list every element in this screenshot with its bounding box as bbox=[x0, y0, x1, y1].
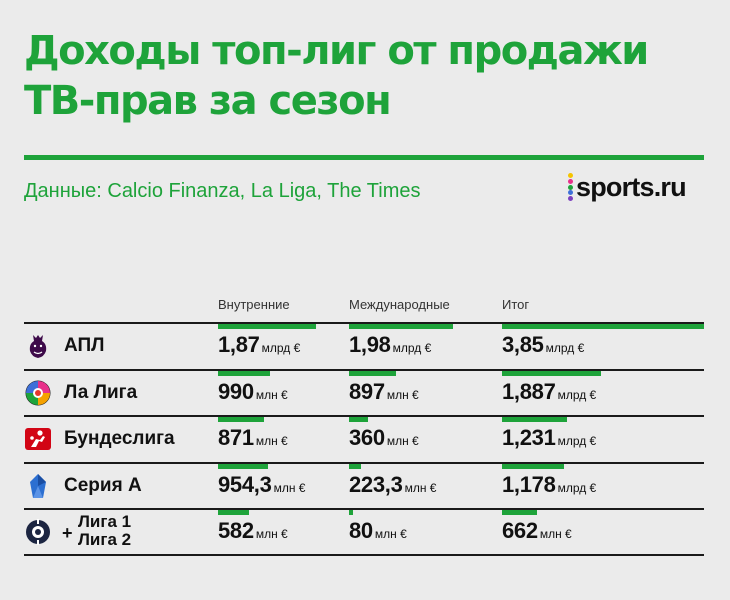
value-unit: млрд € bbox=[545, 341, 585, 355]
value-number: 897 bbox=[349, 379, 385, 404]
value-label: 1,887 млрд € bbox=[502, 379, 596, 405]
value-bar bbox=[502, 324, 704, 329]
value-label: 871 млн € bbox=[218, 425, 288, 451]
laliga-ball-icon bbox=[24, 379, 52, 407]
value-label: 1,98 млрд € bbox=[349, 332, 431, 358]
logo-dot bbox=[568, 178, 573, 184]
logo-text: sports.ru bbox=[576, 171, 687, 202]
value-label: 954,3 млн € bbox=[218, 472, 305, 498]
value-number: 954,3 bbox=[218, 472, 272, 497]
value-bar bbox=[218, 417, 264, 422]
value-label: 662 млн € bbox=[502, 518, 572, 544]
value-number: 3,85 bbox=[502, 332, 544, 357]
value-unit: млн € bbox=[255, 388, 288, 402]
ligue-1-icon bbox=[24, 518, 52, 546]
title-rule bbox=[24, 155, 704, 160]
value-unit: млн € bbox=[255, 527, 288, 541]
value-number: 360 bbox=[349, 425, 385, 450]
league-name-line-1: Лига 1 bbox=[78, 512, 132, 531]
value-label: 80 млн € bbox=[349, 518, 407, 544]
premier-league-lion-icon bbox=[24, 332, 52, 360]
value-number: 1,98 bbox=[349, 332, 391, 357]
column-header: Итог bbox=[502, 297, 530, 312]
logo-dots-icon bbox=[568, 173, 573, 201]
logo-dot bbox=[568, 196, 573, 201]
logo-dot bbox=[568, 184, 573, 190]
row-separator bbox=[24, 415, 704, 417]
value-unit: млн € bbox=[386, 434, 419, 448]
league-name: Ла Лига bbox=[64, 382, 138, 403]
value-number: 990 bbox=[218, 379, 254, 404]
value-unit: млн € bbox=[374, 527, 407, 541]
value-label: 223,3 млн € bbox=[349, 472, 436, 498]
value-label: 582 млн € bbox=[218, 518, 288, 544]
plus-sign: + bbox=[62, 523, 73, 543]
column-header: Внутренние bbox=[218, 297, 290, 312]
value-bar bbox=[349, 371, 396, 376]
source-note: Данные: Calcio Finanza, La Liga, The Tim… bbox=[24, 180, 421, 202]
value-unit: млрд € bbox=[261, 341, 301, 355]
league-name: Лига 1 Лига 2 bbox=[78, 513, 131, 549]
value-label: 1,231 млрд € bbox=[502, 425, 596, 451]
value-unit: млрд € bbox=[557, 388, 597, 402]
league-name: АПЛ bbox=[64, 335, 105, 356]
bundesliga-player-icon bbox=[24, 425, 52, 453]
logo-dot bbox=[568, 173, 573, 178]
value-unit: млн € bbox=[404, 481, 437, 495]
value-bar bbox=[502, 464, 564, 469]
value-unit: млрд € bbox=[557, 434, 597, 448]
value-label: 897 млн € bbox=[349, 379, 419, 405]
value-bar bbox=[349, 417, 368, 422]
value-bar bbox=[218, 371, 270, 376]
value-unit: млн € bbox=[386, 388, 419, 402]
value-number: 1,231 bbox=[502, 425, 556, 450]
logo-dot bbox=[568, 190, 573, 196]
sports-ru-logo: sports.ru bbox=[568, 170, 687, 204]
league-name: Серия А bbox=[64, 475, 142, 496]
value-number: 662 bbox=[502, 518, 538, 543]
value-bar bbox=[349, 464, 361, 469]
value-number: 223,3 bbox=[349, 472, 403, 497]
value-bar bbox=[218, 510, 249, 515]
value-unit: млн € bbox=[255, 434, 288, 448]
title-line-2: ТВ-прав за сезон bbox=[24, 78, 392, 124]
value-number: 871 bbox=[218, 425, 254, 450]
value-unit: млн € bbox=[273, 481, 306, 495]
value-bar bbox=[218, 324, 316, 329]
value-label: 360 млн € bbox=[349, 425, 419, 451]
row-separator bbox=[24, 462, 704, 464]
value-label: 1,87 млрд € bbox=[218, 332, 300, 358]
value-number: 1,87 bbox=[218, 332, 260, 357]
value-number: 1,887 bbox=[502, 379, 556, 404]
value-bar bbox=[349, 510, 353, 515]
value-label: 990 млн € bbox=[218, 379, 288, 405]
value-number: 1,178 bbox=[502, 472, 556, 497]
value-unit: млрд € bbox=[392, 341, 432, 355]
value-bar bbox=[349, 324, 453, 329]
row-separator bbox=[24, 554, 704, 556]
value-unit: млн € bbox=[539, 527, 572, 541]
value-number: 582 bbox=[218, 518, 254, 543]
value-bar bbox=[502, 417, 567, 422]
chart-title: Доходы топ-лиг от продажи ТВ-прав за сез… bbox=[24, 26, 704, 126]
value-bar bbox=[502, 510, 537, 515]
row-separator bbox=[24, 322, 704, 324]
value-bar bbox=[502, 371, 601, 376]
serie-a-icon bbox=[24, 472, 52, 500]
row-separator bbox=[24, 508, 704, 510]
value-number: 80 bbox=[349, 518, 373, 543]
value-unit: млрд € bbox=[557, 481, 597, 495]
value-label: 3,85 млрд € bbox=[502, 332, 584, 358]
value-bar bbox=[218, 464, 268, 469]
row-separator bbox=[24, 369, 704, 371]
league-name-line-2: Лига 2 bbox=[78, 530, 132, 549]
value-label: 1,178 млрд € bbox=[502, 472, 596, 498]
league-name: Бундеслига bbox=[64, 428, 175, 449]
column-header: Международные bbox=[349, 297, 450, 312]
title-line-1: Доходы топ-лиг от продажи bbox=[24, 28, 649, 74]
